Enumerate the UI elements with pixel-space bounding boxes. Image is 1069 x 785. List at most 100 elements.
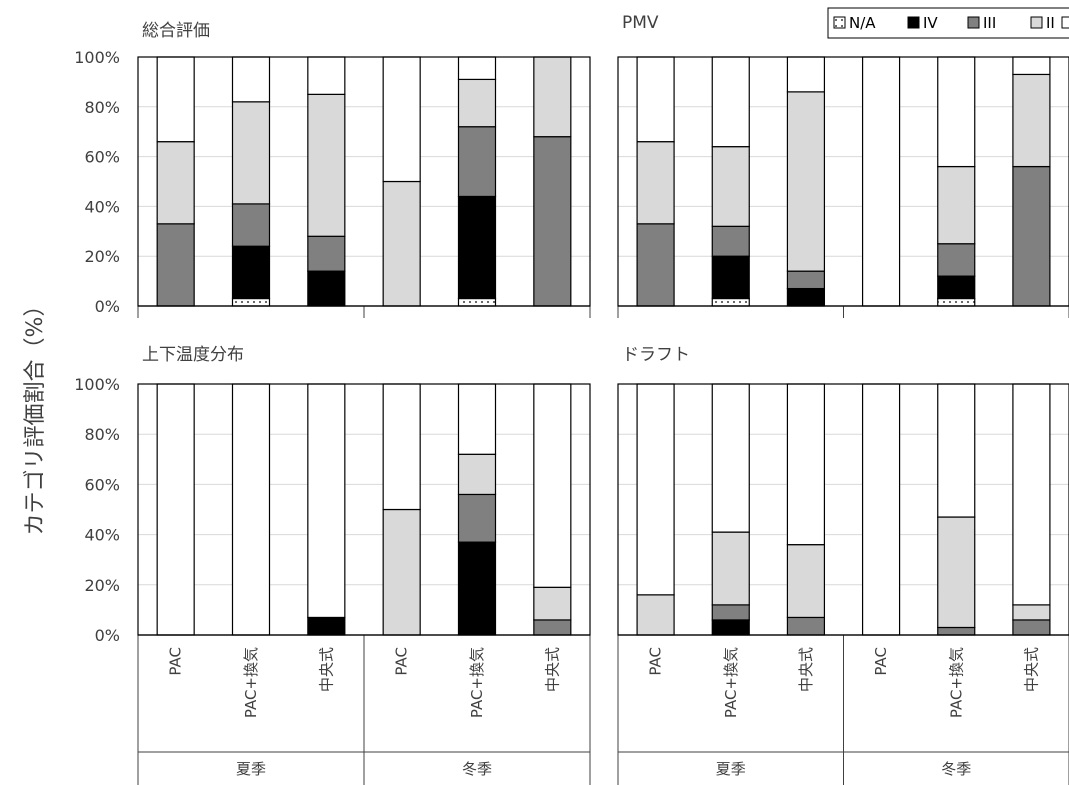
y-tick-label: 0% [95,297,120,316]
bar-segment [533,586,572,621]
bar-segment [307,56,346,95]
bar-segment [786,616,826,636]
bar-segment [1012,56,1051,76]
plot-frame [137,383,591,636]
bar-segment [786,544,826,619]
legend-label-ii: II [1046,14,1055,32]
bar-segment [533,136,572,307]
bar-segment [457,383,497,455]
bar-segment [457,493,497,543]
bar-segment [307,383,346,619]
group-label: 夏季 [236,760,266,778]
x-tick-label: PAC [393,647,411,676]
bar-segment [1012,165,1051,307]
y-tick-label: 100% [74,375,120,394]
bar-segment [937,383,976,518]
legend-label-na: N/A [849,14,876,32]
bar-segment [231,203,271,247]
bar-segment [457,126,497,198]
x-tick-label: PAC [872,647,890,676]
bar-segment [1012,73,1051,168]
bar-segment [307,616,346,636]
plot-frame [617,56,1069,307]
x-tick-label: PAC+換気 [722,647,740,718]
bar-segment [382,383,421,511]
panel-1 [617,56,1069,318]
bar-segment [156,141,195,225]
bar-segment [533,56,572,138]
group-label: 夏季 [716,760,746,778]
bar-segment [937,243,976,277]
x-tick-label: 中央式 [1022,647,1040,692]
y-tick-label: 100% [74,48,120,67]
legend-swatch-i [1061,16,1069,29]
bar-segment [937,626,976,636]
bar-segment [786,91,826,272]
legend-swatch-na [833,16,846,29]
bar-segment [231,56,271,103]
y-tick-label: 40% [84,526,120,545]
bar-segment [786,56,826,93]
bar-segment [231,101,271,205]
bar-segment [231,297,271,307]
bar-segment [457,541,497,636]
bar-segment [861,56,901,307]
bar-segment [156,223,195,307]
bar-segment [533,383,572,588]
bar-segment [382,56,421,183]
x-tick-label: 中央式 [797,647,815,692]
bar-segment [711,146,750,227]
bar-segment [711,604,750,621]
bar-segment [636,383,675,596]
bar-segment [636,56,675,143]
x-tick-label: PAC+換気 [947,647,965,718]
bar-segment [861,383,901,636]
y-tick-label: 0% [95,626,120,645]
bar-segment [711,619,750,636]
bar-segment [937,56,976,168]
bar-segment [1012,619,1051,636]
y-tick-label: 80% [84,425,120,444]
bar-segment [711,297,750,307]
x-tick-label: PAC [647,647,665,676]
legend: N/AIVIIIIII [827,7,1069,39]
panel-title-vertical-temp: 上下温度分布 [142,345,244,365]
bar-segment [711,383,750,533]
bar-segment [786,287,826,307]
bar-segment [231,383,271,636]
bar-segment [1012,604,1051,621]
x-tick-label: PAC [167,647,185,676]
legend-frame [827,7,1069,39]
panel-2: 0% 20% 40% 60% 80% 100% PAC PAC+換気 中央式 PAC PAC+換気 中… [74,375,591,785]
y-tick-label: 40% [84,197,120,216]
panel-title-pmv: PMV [622,13,659,33]
y-tick-label: 60% [84,475,120,494]
y-axis-label: カテゴリ評価割合（%） [23,295,48,536]
y-tick-label: 20% [84,576,120,595]
x-tick-label: PAC+換気 [468,647,486,718]
panel-0: 0% 20% 40% 60% 80% 100% [74,48,591,318]
bar-segment [307,270,346,307]
bar-segment [711,531,750,606]
bar-segment [307,235,346,272]
x-tick-label: PAC+換気 [242,647,260,718]
bar-segment [937,297,976,307]
y-tick-label: 80% [84,98,120,117]
bar-segment [636,594,675,636]
bar-segment [711,255,750,300]
panel-title-overall: 総合評価 [142,21,210,41]
x-tick-label: 中央式 [317,647,335,692]
bar-segment [156,56,195,143]
bar-segment [711,225,750,257]
bar-segment [382,180,421,307]
panel-title-draft: ドラフト [622,345,690,365]
bar-segment [937,275,976,300]
legend-swatch-ii [1030,16,1043,29]
y-tick-label: 60% [84,148,120,167]
bar-segment [457,78,497,128]
bar-segment [457,453,497,496]
bar-segment [786,270,826,290]
bar-segment [156,383,195,636]
